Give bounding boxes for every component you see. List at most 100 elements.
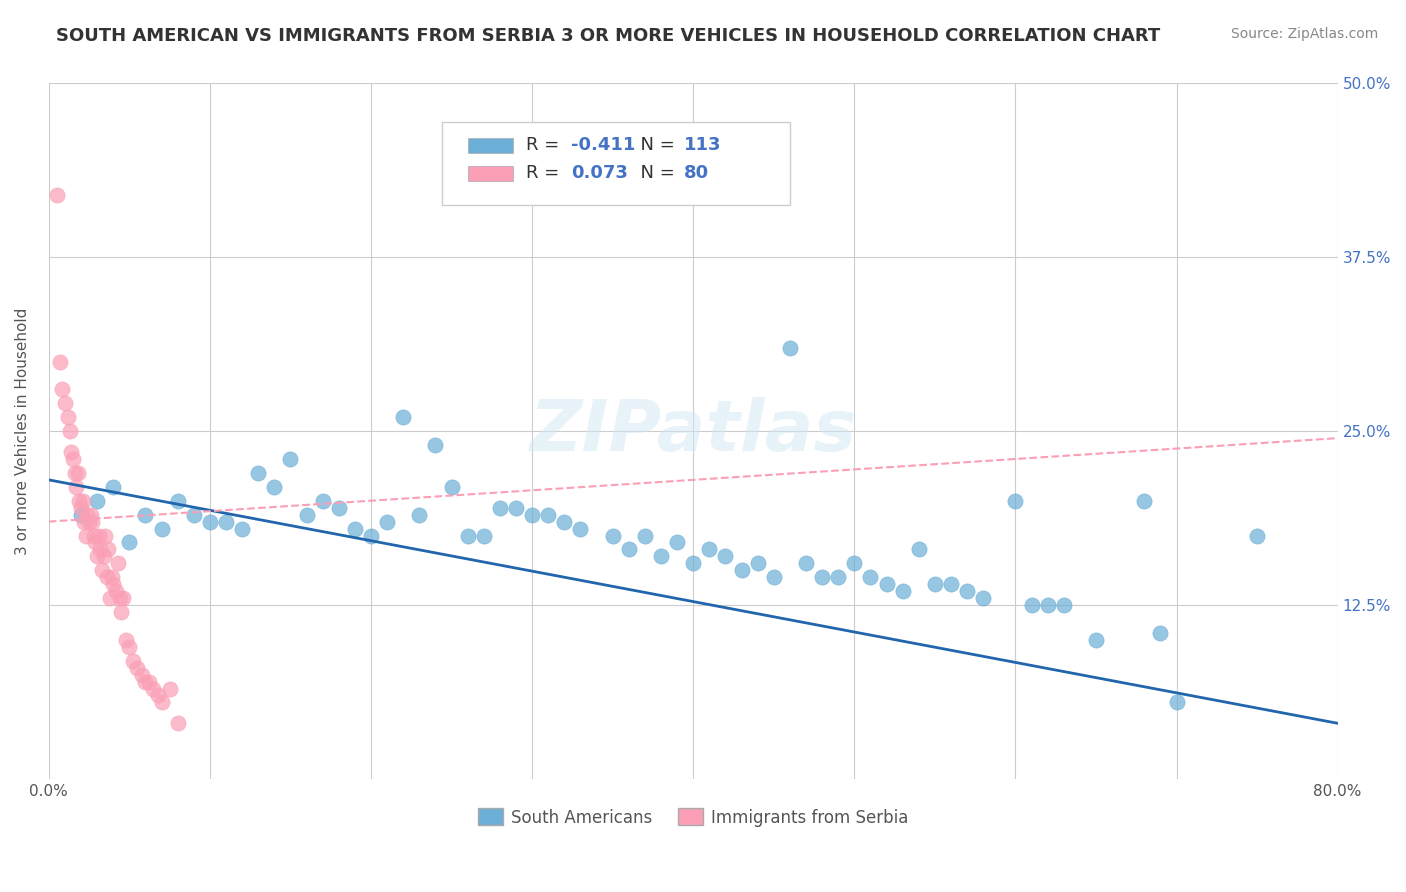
Point xyxy=(94,528,117,542)
Point xyxy=(1133,493,1156,508)
Point xyxy=(939,577,962,591)
Text: -0.411: -0.411 xyxy=(571,136,636,154)
Point xyxy=(520,508,543,522)
Point xyxy=(650,549,672,564)
Point xyxy=(59,424,82,438)
Point xyxy=(134,674,156,689)
Point xyxy=(1084,632,1107,647)
Point xyxy=(77,515,100,529)
Point xyxy=(280,452,302,467)
Text: N =: N = xyxy=(628,136,681,154)
Point xyxy=(79,508,101,522)
Point xyxy=(45,187,67,202)
Point xyxy=(148,689,170,703)
Point xyxy=(328,500,350,515)
Point xyxy=(425,438,447,452)
Point xyxy=(110,605,132,619)
Point xyxy=(134,508,156,522)
Text: N =: N = xyxy=(628,164,681,182)
Point xyxy=(215,515,238,529)
Point xyxy=(972,591,994,606)
Point xyxy=(634,528,657,542)
Point xyxy=(827,570,849,584)
Point xyxy=(53,396,76,410)
Point xyxy=(231,522,253,536)
Point xyxy=(118,535,141,549)
Point xyxy=(569,522,592,536)
Point xyxy=(844,557,866,571)
Point xyxy=(100,570,122,584)
FancyBboxPatch shape xyxy=(441,121,790,205)
Point xyxy=(440,480,463,494)
Point xyxy=(762,570,785,584)
Point xyxy=(924,577,946,591)
Point xyxy=(97,542,120,557)
Point xyxy=(956,584,979,599)
Point xyxy=(697,542,720,557)
Point xyxy=(714,549,737,564)
Point xyxy=(115,632,138,647)
Point xyxy=(63,466,86,480)
Point xyxy=(87,528,110,542)
Point xyxy=(472,528,495,542)
Point xyxy=(794,557,817,571)
Point xyxy=(56,410,79,425)
Text: 80: 80 xyxy=(685,164,709,182)
Point xyxy=(138,674,160,689)
Point xyxy=(86,493,108,508)
Point xyxy=(66,466,89,480)
Text: 0.073: 0.073 xyxy=(571,164,627,182)
Point xyxy=(392,410,415,425)
Point xyxy=(51,383,73,397)
Point xyxy=(98,591,121,606)
Text: R =: R = xyxy=(526,164,565,182)
Point xyxy=(150,522,173,536)
Point xyxy=(1021,598,1043,612)
Point xyxy=(70,508,93,522)
Point xyxy=(1149,625,1171,640)
Point xyxy=(457,528,479,542)
Point xyxy=(107,557,129,571)
Point xyxy=(76,508,98,522)
Point xyxy=(131,667,153,681)
Point xyxy=(159,681,181,696)
Point xyxy=(247,466,270,480)
Point xyxy=(93,549,115,564)
Point xyxy=(1053,598,1076,612)
Legend: South Americans, Immigrants from Serbia: South Americans, Immigrants from Serbia xyxy=(471,802,915,833)
Point xyxy=(90,563,112,577)
Point xyxy=(198,515,221,529)
Point xyxy=(617,542,640,557)
Point xyxy=(73,515,96,529)
Point xyxy=(166,493,188,508)
FancyBboxPatch shape xyxy=(468,137,513,153)
Point xyxy=(75,528,97,542)
Point xyxy=(82,515,104,529)
Point xyxy=(907,542,929,557)
Point xyxy=(60,445,83,459)
Point xyxy=(121,654,143,668)
Point xyxy=(150,695,173,709)
Point xyxy=(118,640,141,654)
Text: Source: ZipAtlas.com: Source: ZipAtlas.com xyxy=(1230,27,1378,41)
Point xyxy=(83,528,105,542)
Point xyxy=(602,528,624,542)
Point xyxy=(375,515,398,529)
Point xyxy=(183,508,205,522)
Point xyxy=(49,354,72,368)
Point xyxy=(1246,528,1268,542)
FancyBboxPatch shape xyxy=(468,166,513,181)
Point xyxy=(72,493,94,508)
Point xyxy=(86,549,108,564)
Point xyxy=(96,570,118,584)
Point xyxy=(70,500,93,515)
Point xyxy=(1166,695,1188,709)
Point xyxy=(311,493,333,508)
Point xyxy=(360,528,382,542)
Point xyxy=(166,716,188,731)
Text: R =: R = xyxy=(526,136,565,154)
Point xyxy=(62,452,84,467)
Point xyxy=(343,522,366,536)
Point xyxy=(65,480,87,494)
Point xyxy=(89,542,111,557)
